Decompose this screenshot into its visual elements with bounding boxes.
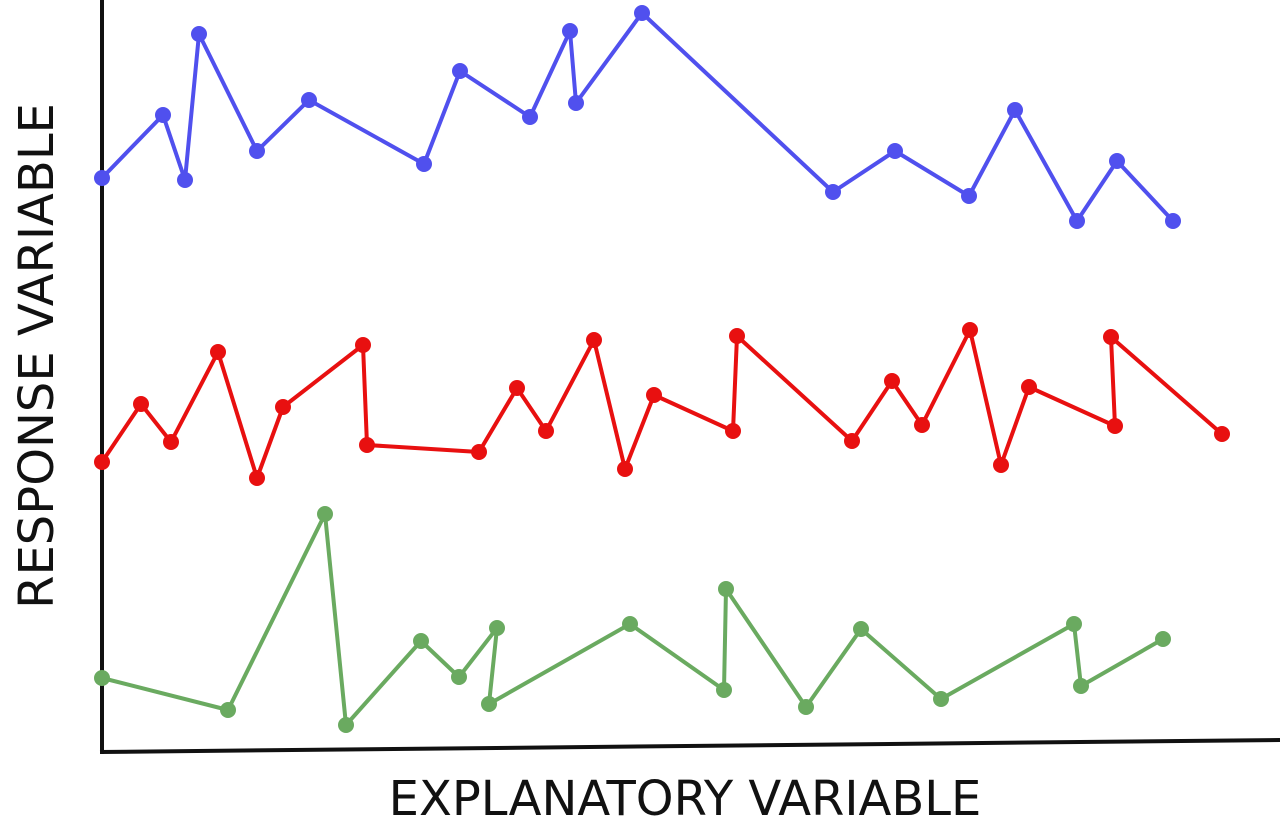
data-point xyxy=(725,423,741,439)
data-point xyxy=(94,170,110,186)
data-point xyxy=(452,63,468,79)
data-point xyxy=(163,434,179,450)
data-point xyxy=(155,107,171,123)
data-point xyxy=(94,454,110,470)
x-axis-label: EXPLANATORY VARIABLE xyxy=(389,771,982,827)
data-point xyxy=(617,461,633,477)
data-point xyxy=(210,344,226,360)
data-point xyxy=(489,620,505,636)
data-point xyxy=(177,172,193,188)
data-point xyxy=(249,470,265,486)
series-line xyxy=(100,328,1224,480)
data-point xyxy=(1066,616,1082,632)
data-point xyxy=(1007,102,1023,118)
data-point xyxy=(853,621,869,637)
data-point xyxy=(1069,213,1085,229)
data-point xyxy=(481,696,497,712)
data-point xyxy=(716,682,732,698)
data-point xyxy=(451,669,467,685)
data-point xyxy=(413,633,429,649)
data-point xyxy=(522,109,538,125)
data-point xyxy=(133,396,149,412)
data-point xyxy=(538,423,554,439)
data-point xyxy=(301,92,317,108)
data-point xyxy=(1214,426,1230,442)
data-point xyxy=(884,373,900,389)
data-point xyxy=(317,506,333,522)
data-point xyxy=(961,188,977,204)
data-point xyxy=(1155,631,1171,647)
data-point xyxy=(249,143,265,159)
data-point xyxy=(622,616,638,632)
data-point xyxy=(844,433,860,449)
data-point xyxy=(1073,678,1089,694)
data-point xyxy=(1165,213,1181,229)
data-point xyxy=(634,5,650,21)
y-axis-label: RESPONSE VARIABLE xyxy=(9,103,65,609)
data-point xyxy=(586,332,602,348)
data-point xyxy=(359,437,375,453)
data-point xyxy=(1021,379,1037,395)
data-point xyxy=(471,444,487,460)
data-point xyxy=(416,156,432,172)
data-point xyxy=(962,322,978,338)
x-axis xyxy=(99,738,1280,754)
data-point xyxy=(1103,329,1119,345)
data-point xyxy=(1107,418,1123,434)
data-point xyxy=(509,380,525,396)
data-point xyxy=(825,184,841,200)
data-point xyxy=(338,717,354,733)
data-point xyxy=(355,337,371,353)
data-point xyxy=(275,399,291,415)
data-point xyxy=(887,143,903,159)
data-point xyxy=(914,417,930,433)
data-point xyxy=(568,95,584,111)
data-point xyxy=(191,26,207,42)
data-point xyxy=(718,581,734,597)
data-point xyxy=(798,699,814,715)
data-point xyxy=(729,328,745,344)
data-point xyxy=(1109,153,1125,169)
data-point xyxy=(220,702,236,718)
data-point xyxy=(646,387,662,403)
data-point xyxy=(933,691,949,707)
data-point xyxy=(562,23,578,39)
data-point xyxy=(94,670,110,686)
data-point xyxy=(993,457,1009,473)
